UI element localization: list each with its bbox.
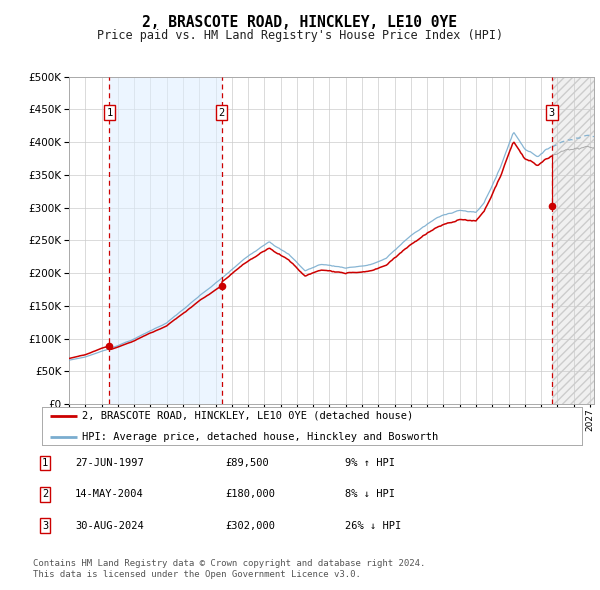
Text: Price paid vs. HM Land Registry's House Price Index (HPI): Price paid vs. HM Land Registry's House …	[97, 30, 503, 42]
Text: This data is licensed under the Open Government Licence v3.0.: This data is licensed under the Open Gov…	[33, 571, 361, 579]
Text: HPI: Average price, detached house, Hinckley and Bosworth: HPI: Average price, detached house, Hinc…	[83, 432, 439, 442]
Text: 3: 3	[549, 108, 555, 118]
Text: 26% ↓ HPI: 26% ↓ HPI	[345, 521, 401, 530]
Text: £89,500: £89,500	[225, 458, 269, 468]
Text: 9% ↑ HPI: 9% ↑ HPI	[345, 458, 395, 468]
Text: 30-AUG-2024: 30-AUG-2024	[75, 521, 144, 530]
Text: 2: 2	[218, 108, 224, 118]
Text: £180,000: £180,000	[225, 490, 275, 499]
Text: 1: 1	[42, 458, 48, 468]
Text: 14-MAY-2004: 14-MAY-2004	[75, 490, 144, 499]
Text: 27-JUN-1997: 27-JUN-1997	[75, 458, 144, 468]
Text: 2, BRASCOTE ROAD, HINCKLEY, LE10 0YE: 2, BRASCOTE ROAD, HINCKLEY, LE10 0YE	[143, 15, 458, 30]
Polygon shape	[552, 77, 594, 404]
Text: 2: 2	[42, 490, 48, 499]
Text: 8% ↓ HPI: 8% ↓ HPI	[345, 490, 395, 499]
Text: 2, BRASCOTE ROAD, HINCKLEY, LE10 0YE (detached house): 2, BRASCOTE ROAD, HINCKLEY, LE10 0YE (de…	[83, 411, 414, 421]
Text: £302,000: £302,000	[225, 521, 275, 530]
Bar	[109, 77, 221, 404]
Text: Contains HM Land Registry data © Crown copyright and database right 2024.: Contains HM Land Registry data © Crown c…	[33, 559, 425, 568]
Text: 3: 3	[42, 521, 48, 530]
Text: 1: 1	[106, 108, 112, 118]
